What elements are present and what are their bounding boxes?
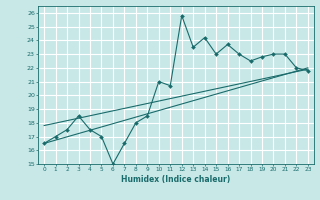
X-axis label: Humidex (Indice chaleur): Humidex (Indice chaleur) [121,175,231,184]
